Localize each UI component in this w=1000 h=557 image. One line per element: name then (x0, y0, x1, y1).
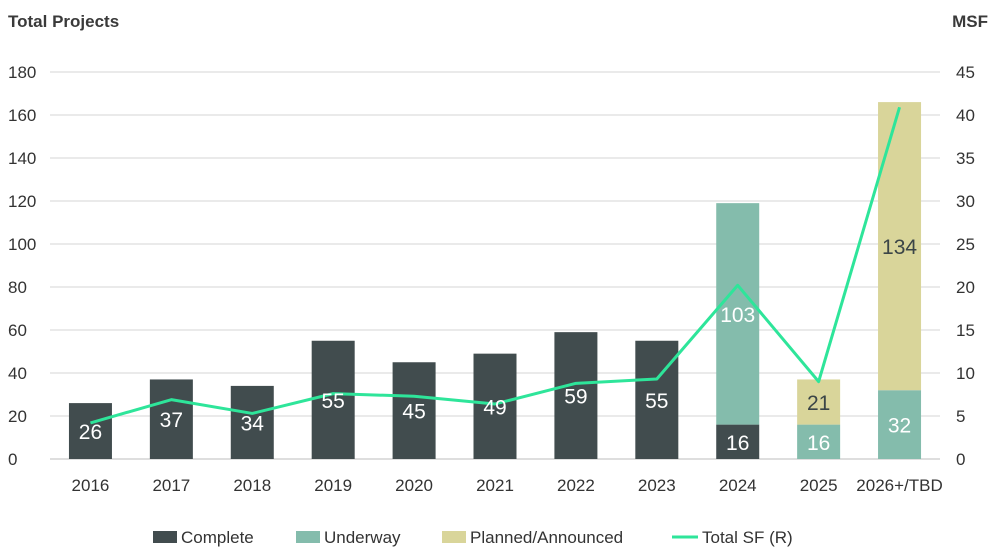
x-tick-label: 2018 (233, 476, 271, 495)
right-tick-label: 0 (956, 450, 965, 469)
legend-swatch (442, 531, 466, 543)
right-tick-label: 40 (956, 106, 975, 125)
left-tick-label: 80 (8, 278, 27, 297)
right-axis-ticks: 0 5 10 15 20 25 30 35 40 45 (956, 63, 975, 469)
right-tick-label: 10 (956, 364, 975, 383)
bar-complete-2024 (716, 424, 760, 459)
bar-complete-2018 (230, 385, 274, 459)
data-label: 134 (882, 236, 917, 259)
data-label: 34 (241, 412, 265, 435)
bar-complete-2021 (473, 353, 517, 459)
data-label: 59 (564, 386, 587, 409)
data-label: 21 (807, 392, 830, 415)
bar-underway-2024 (716, 203, 760, 425)
left-tick-label: 0 (8, 450, 17, 469)
right-tick-label: 30 (956, 192, 975, 211)
right-tick-label: 15 (956, 321, 975, 340)
left-tick-label: 100 (8, 235, 36, 254)
left-tick-label: 40 (8, 364, 27, 383)
right-tick-label: 45 (956, 63, 975, 82)
right-axis-title: MSF (952, 12, 988, 31)
legend-label: Complete (181, 528, 254, 547)
data-label: 16 (726, 432, 749, 455)
data-label: 103 (720, 304, 755, 327)
left-tick-label: 180 (8, 63, 36, 82)
right-tick-label: 5 (956, 407, 965, 426)
left-tick-label: 120 (8, 192, 36, 211)
bar-planned-announced-2026tbd (878, 102, 922, 391)
x-tick-label: 2020 (395, 476, 433, 495)
x-tick-label: 2024 (719, 476, 757, 495)
data-label: 45 (402, 401, 425, 424)
gridlines (50, 71, 940, 460)
data-label: 55 (322, 390, 345, 413)
bar-complete-2020 (392, 362, 436, 459)
left-tick-label: 60 (8, 321, 27, 340)
legend-label: Total SF (R) (702, 528, 793, 547)
right-tick-label: 20 (956, 278, 975, 297)
left-tick-label: 160 (8, 106, 36, 125)
legend-label: Underway (324, 528, 401, 547)
x-tick-label: 2021 (476, 476, 514, 495)
data-label: 26 (79, 421, 102, 444)
legend: Complete Underway Planned/Announced Total S… (153, 528, 793, 547)
data-label: 16 (807, 432, 830, 455)
x-tick-label: 2019 (314, 476, 352, 495)
right-tick-label: 25 (956, 235, 975, 254)
data-label: 37 (160, 409, 183, 432)
legend-swatch (296, 531, 320, 543)
bar-complete-2019 (311, 340, 355, 459)
left-axis-ticks: 0 20 40 60 80 100 120 140 160 180 (8, 63, 36, 469)
legend-swatch (153, 531, 177, 543)
bars (68, 102, 922, 459)
left-axis-title: Total Projects (8, 12, 119, 31)
x-tick-label: 2022 (557, 476, 595, 495)
x-tick-label: 2017 (152, 476, 190, 495)
total-sf-line (90, 106, 901, 425)
left-tick-label: 20 (8, 407, 27, 426)
bar-planned-announced-2025 (797, 379, 841, 425)
legend-label: Planned/Announced (470, 528, 623, 547)
bar-underway-2025 (797, 424, 841, 459)
x-tick-label: 2026+/TBD (856, 476, 942, 495)
left-tick-label: 140 (8, 149, 36, 168)
data-label: 55 (645, 390, 668, 413)
data-label: 32 (888, 415, 911, 438)
bar-complete-2022 (554, 332, 598, 459)
x-tick-label: 2016 (72, 476, 110, 495)
x-tick-label: 2023 (638, 476, 676, 495)
bar-complete-2016 (68, 403, 112, 459)
data-label: 49 (483, 396, 506, 419)
bar-underway-2026tbd (878, 390, 922, 459)
right-tick-label: 35 (956, 149, 975, 168)
x-tick-label: 2025 (800, 476, 838, 495)
data-labels: 26 37 34 55 45 49 59 55 16 103 16 21 32 134 (79, 236, 918, 455)
bar-complete-2017 (149, 379, 193, 459)
x-axis-ticks: 2016 2017 2018 2019 2020 2021 2022 2023 2024 2025… (72, 476, 943, 495)
